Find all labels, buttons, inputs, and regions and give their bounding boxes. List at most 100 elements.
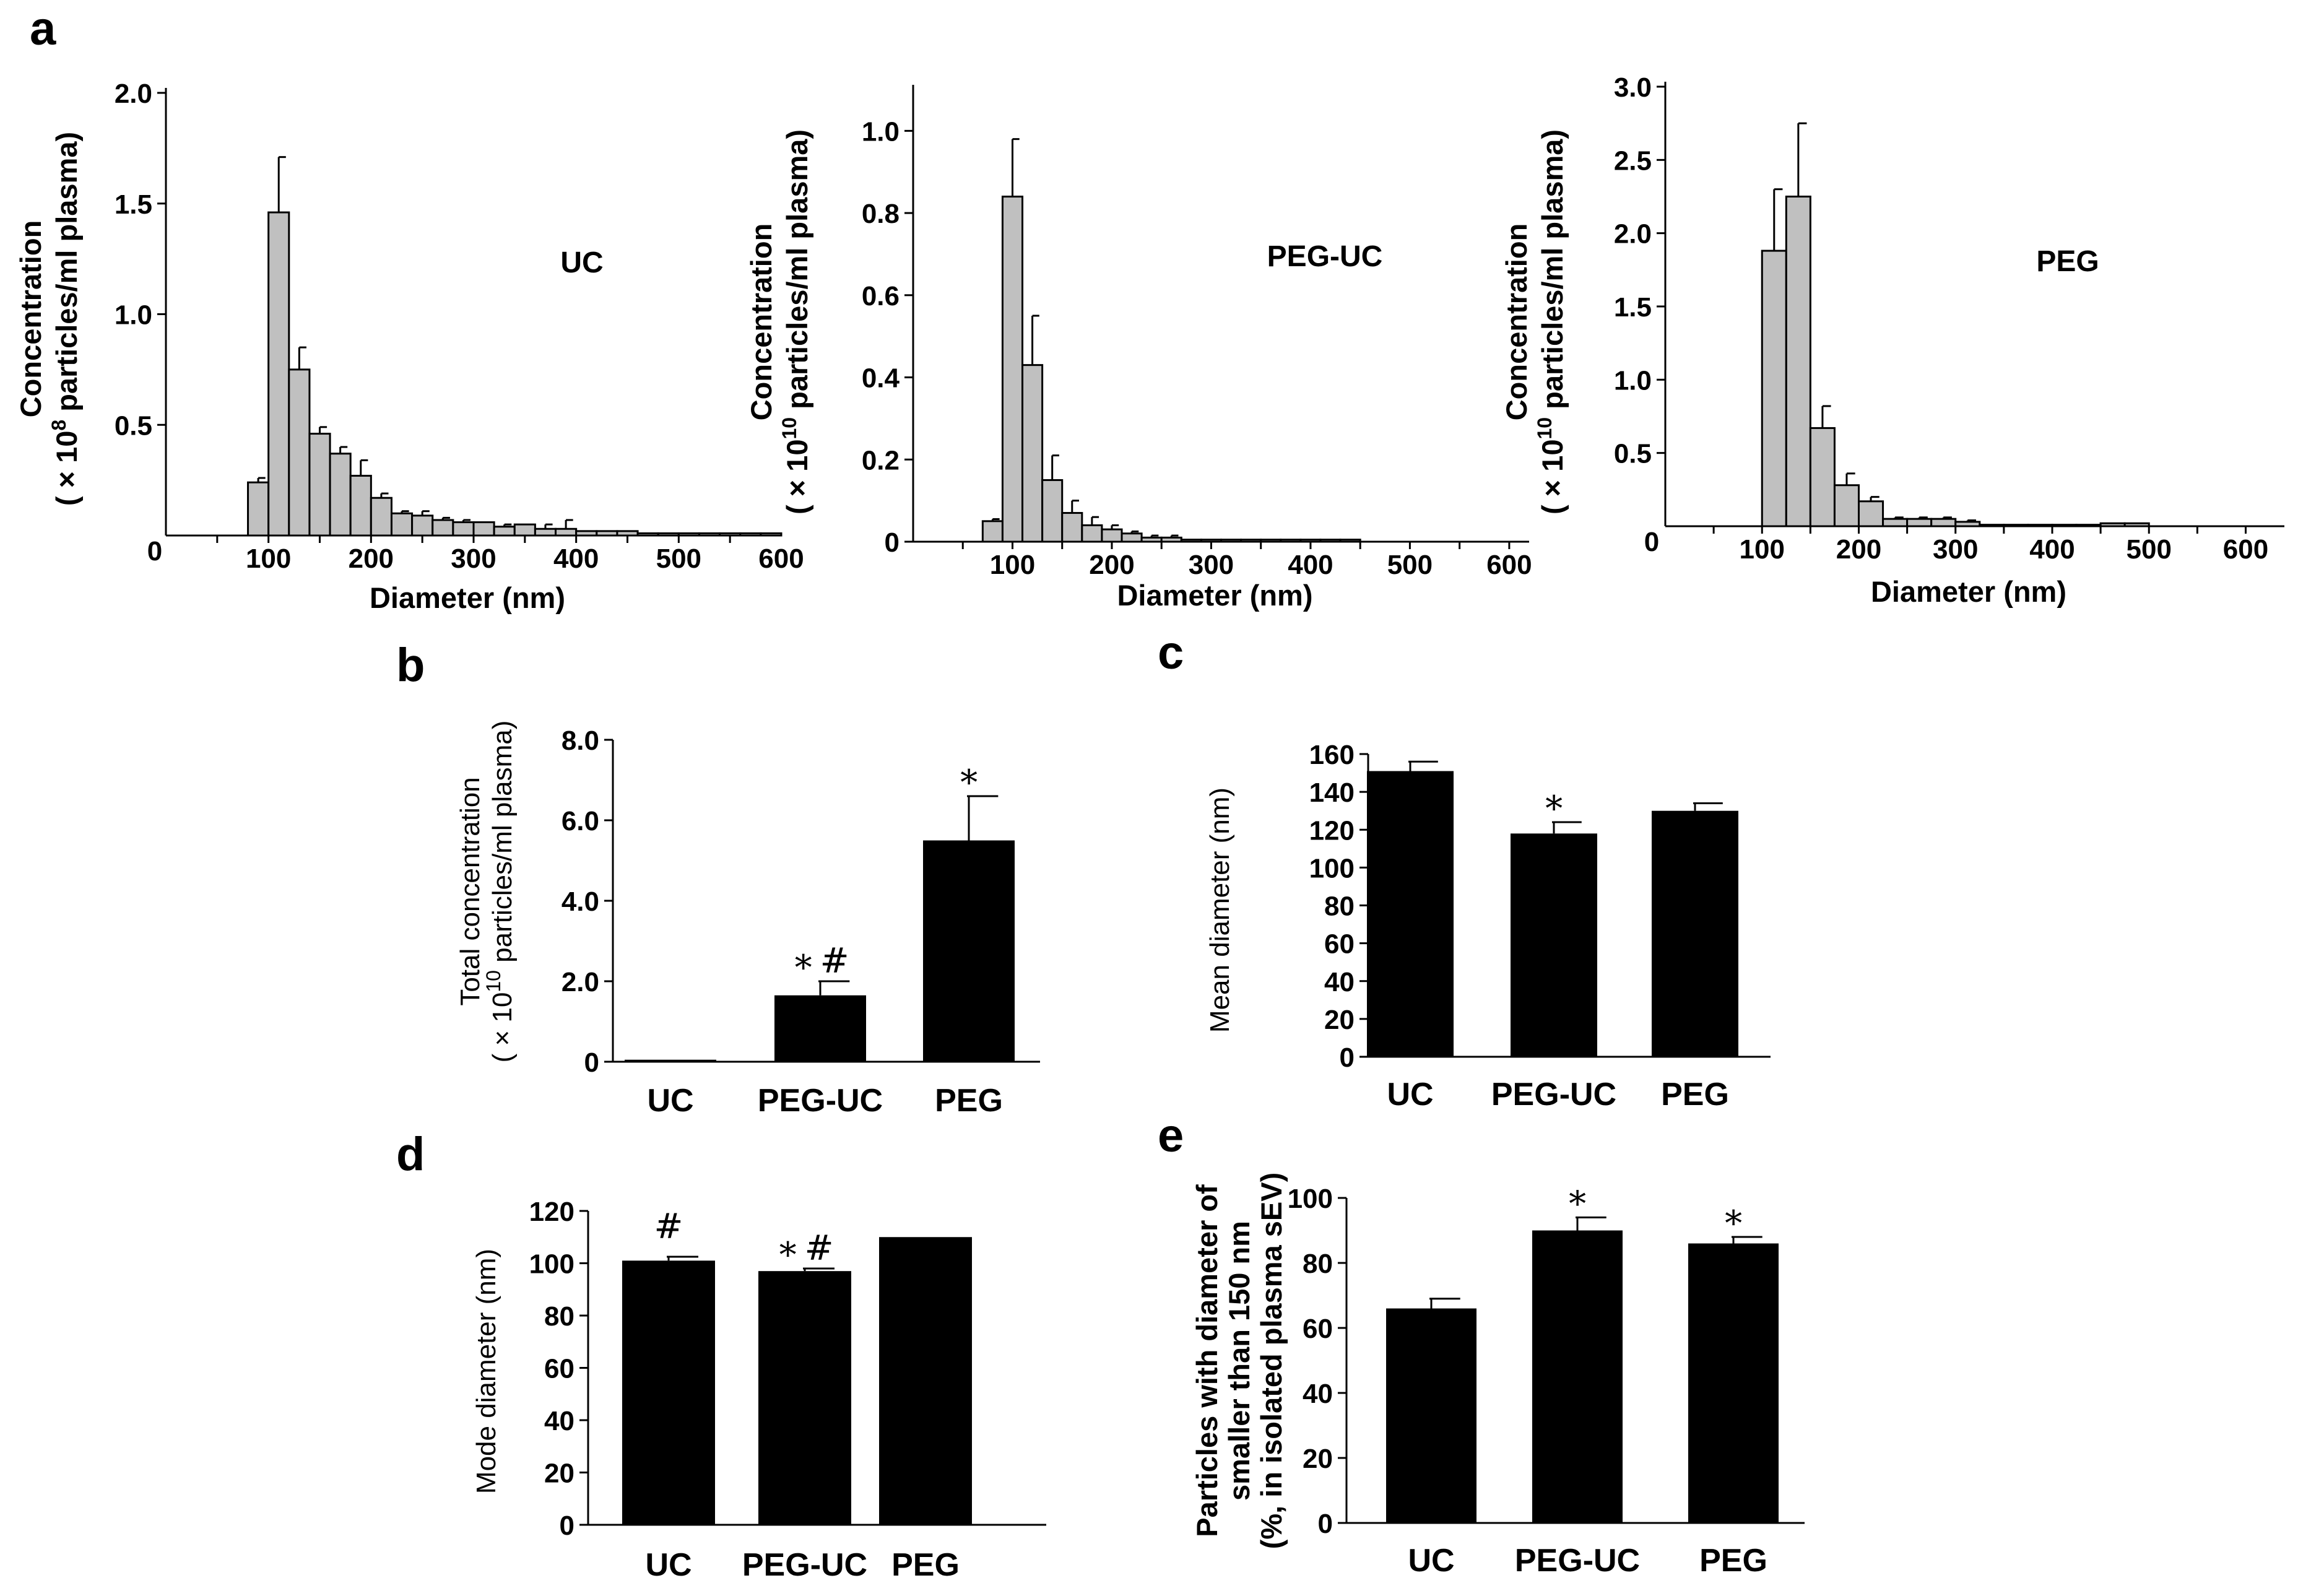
- y-axis-label-line-2-prefix: ( × 10: [1536, 440, 1569, 515]
- bar: [1367, 771, 1454, 1057]
- histogram-bar: [981, 520, 1004, 543]
- x-axis-label: Diameter (nm): [1871, 575, 2066, 608]
- histogram-a2: 0 0.2 0.4 0.6 0.8 1.0 100 200 300 400 500 600 PEG-UC…: [745, 85, 1532, 612]
- x-tick-label: 200: [349, 544, 394, 574]
- y-tick-label: 4.0: [561, 887, 599, 917]
- x-tick-label: 100: [246, 544, 291, 574]
- histogram-bar: [472, 521, 495, 537]
- category-label: PEG: [1661, 1077, 1729, 1112]
- asterisk-marker: ∗: [957, 756, 981, 796]
- y-tick-label: 60: [1303, 1314, 1333, 1344]
- y-axis-label-line-2-suffix: particles/ml plasma): [487, 721, 518, 970]
- y-axis-label-line-2-prefix: ( × 10: [487, 992, 518, 1063]
- y-tick-label: 0: [1318, 1509, 1333, 1539]
- histogram-bar: [555, 527, 578, 537]
- y-tick-label: 2.0: [1614, 219, 1652, 249]
- y-axis-label-line-2-prefix: ( × 10: [50, 431, 83, 506]
- asterisk-marker: ∗: [1566, 1177, 1589, 1218]
- histogram-bar: [1061, 512, 1083, 543]
- y-axis-label-line-2-sup: 10: [1533, 417, 1556, 440]
- y-axis-label: Mean diameter (nm): [1205, 787, 1235, 1033]
- x-tick-label: 600: [1486, 550, 1532, 580]
- x-tick-label: 300: [451, 544, 496, 574]
- bar: [1386, 1308, 1476, 1523]
- histogram-bar: [1833, 484, 1860, 527]
- asterisk-marker: ∗: [776, 1228, 800, 1269]
- bar-chart-c: UC ∗ PEG-UC PEG 0 20 40 60 80 100 120 140 160 Mean di…: [1205, 740, 1771, 1112]
- histogram-bar: [370, 497, 392, 537]
- significance-marker: ∗: [957, 756, 981, 796]
- asterisk-marker: ∗: [1542, 782, 1566, 822]
- y-tick-label: 0: [1340, 1043, 1355, 1073]
- histogram-title: PEG-UC: [1267, 240, 1383, 273]
- category-label: PEG-UC: [1515, 1543, 1640, 1579]
- x-tick-label: 100: [1740, 534, 1785, 565]
- y-tick-label: 1.0: [1614, 365, 1652, 396]
- histogram-bar: [1882, 518, 1909, 527]
- histogram-bar: [452, 521, 475, 537]
- significance-marker: ∗: [1722, 1197, 1745, 1237]
- y-axis-label: Concentration( × 1010 particles/ml plasm…: [1500, 129, 1569, 514]
- x-tick-label: 400: [1288, 550, 1333, 580]
- y-tick-label: 2.5: [1614, 145, 1652, 176]
- category-label: PEG-UC: [1491, 1077, 1616, 1112]
- y-tick-label: 100: [1309, 853, 1355, 883]
- category-label: PEG-UC: [758, 1083, 883, 1119]
- category-label: UC: [645, 1547, 692, 1583]
- bar: [774, 995, 866, 1062]
- y-tick-label: 100: [1288, 1184, 1333, 1214]
- bar: [758, 1271, 851, 1525]
- histogram-bar: [534, 527, 557, 537]
- y-axis-label: Mode diameter (nm): [471, 1249, 501, 1494]
- y-tick-label: 80: [1303, 1249, 1333, 1279]
- y-tick-label: 120: [1309, 815, 1355, 846]
- y-axis-label-line-2-sup: 8: [48, 420, 70, 431]
- hash-marker: #: [820, 941, 849, 981]
- x-tick-label: 200: [1836, 534, 1881, 565]
- y-axis-label: Concentration( × 108 particles/ml plasma…: [14, 132, 83, 506]
- y-tick-label: 40: [1324, 967, 1355, 997]
- y-tick-label: 60: [1324, 929, 1355, 960]
- y-axis-label: Particles with diameter ofsmaller than 1…: [1190, 1173, 1288, 1550]
- x-tick-label: 100: [990, 550, 1035, 580]
- y-axis-label-line-2: smaller than 150 nm: [1223, 1221, 1255, 1501]
- histogram-bar: [411, 514, 434, 537]
- category-label: UC: [1387, 1077, 1433, 1112]
- bar: [1532, 1230, 1623, 1523]
- asterisk-marker: ∗: [1722, 1197, 1745, 1237]
- bar: [1511, 833, 1597, 1057]
- y-tick-label: 0.4: [862, 363, 900, 394]
- histogram-bar: [431, 519, 454, 537]
- histogram-bar: [390, 512, 414, 537]
- y-tick-label: 0: [560, 1511, 574, 1541]
- y-tick-label: 20: [1324, 1005, 1355, 1035]
- panel-letter-d: d: [396, 1128, 425, 1181]
- histogram-bar: [267, 211, 290, 537]
- bar: [1652, 810, 1738, 1057]
- y-tick-label: 1.5: [1614, 292, 1652, 323]
- category-label: UC: [647, 1083, 693, 1119]
- histogram-bar: [1930, 518, 1957, 527]
- histogram-bar: [1858, 500, 1884, 527]
- asterisk-marker: ∗: [792, 941, 815, 981]
- x-tick-label: 500: [656, 544, 701, 574]
- x-axis-label: Diameter (nm): [1117, 579, 1312, 612]
- y-axis-label: Concentration( × 1010 particles/ml plasm…: [745, 129, 813, 514]
- y-tick-label: 20: [544, 1459, 574, 1489]
- y-tick-label: 0: [584, 1047, 599, 1078]
- histogram-bar: [308, 433, 331, 537]
- y-axis-label-line-2-prefix: ( × 10: [781, 440, 813, 515]
- y-axis-label: Total concentration( × 1010 particles/ml…: [455, 721, 518, 1063]
- y-tick-label: 0.5: [1614, 439, 1652, 469]
- category-label: PEG-UC: [742, 1547, 867, 1583]
- histogram-bar: [1785, 196, 1811, 527]
- y-axis-label-line-2-sup: 10: [482, 970, 505, 992]
- y-tick-label: 40: [1303, 1379, 1333, 1409]
- y-tick-label: 20: [1303, 1444, 1333, 1474]
- origin-label: 0: [1644, 527, 1659, 557]
- histogram-bar: [1041, 479, 1064, 543]
- y-tick-label: 8.0: [561, 726, 599, 756]
- bar: [923, 840, 1015, 1062]
- histogram-bar: [288, 368, 311, 537]
